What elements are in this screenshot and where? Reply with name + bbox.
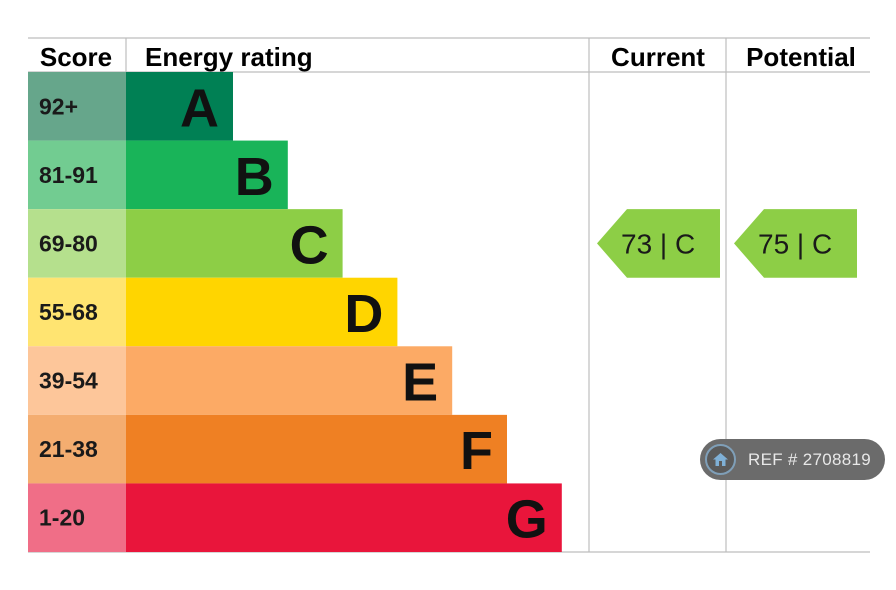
reference-badge: REF # 2708819	[700, 439, 885, 480]
score-label-a: 92+	[39, 93, 78, 119]
header-score: Score	[40, 42, 112, 72]
potential-rating-label: 75 | C	[758, 228, 832, 259]
score-label-c: 69-80	[39, 230, 98, 256]
potential-rating-shape	[734, 209, 857, 278]
score-cell-c	[28, 209, 126, 278]
score-cell-e	[28, 346, 126, 415]
band-bar-g	[126, 483, 562, 552]
current-rating-arrow: 73 | C	[597, 209, 720, 278]
score-label-g: 1-20	[39, 505, 85, 531]
band-bar-a	[126, 72, 233, 141]
band-bar-f	[126, 414, 507, 484]
band-letter-f: F	[460, 421, 493, 481]
potential-rating-arrow: 75 | C	[734, 209, 857, 278]
band-bar-c	[126, 209, 343, 278]
score-label-f: 21-38	[39, 436, 98, 462]
current-rating-shape	[597, 209, 720, 278]
band-letter-a: A	[180, 78, 219, 138]
reference-text: REF # 2708819	[748, 449, 871, 469]
score-cell-b	[28, 140, 126, 210]
band-letter-g: G	[506, 490, 548, 550]
score-cell-d	[28, 277, 126, 347]
score-label-d: 55-68	[39, 299, 98, 325]
score-cell-a	[28, 72, 126, 141]
home-icon	[705, 444, 736, 475]
band-letter-d: D	[344, 284, 383, 344]
header-energy-rating: Energy rating	[145, 42, 313, 72]
score-cell-g	[28, 483, 126, 552]
band-bar-e	[126, 346, 453, 415]
band-letter-b: B	[235, 147, 274, 207]
header-potential: Potential	[746, 42, 856, 72]
score-cell-f	[28, 414, 126, 484]
band-letter-c: C	[290, 215, 329, 275]
band-bar-d	[126, 277, 398, 347]
rating-bands: 92+ A 81-91 B 69-80 C 55-68 D 39-54 E 21-38 F 1-20 G	[28, 72, 562, 552]
score-label-e: 39-54	[39, 368, 98, 394]
header-current: Current	[611, 42, 705, 72]
band-letter-e: E	[402, 353, 438, 413]
score-label-b: 81-91	[39, 162, 98, 188]
current-rating-label: 73 | C	[621, 228, 695, 259]
band-bar-b	[126, 140, 288, 210]
